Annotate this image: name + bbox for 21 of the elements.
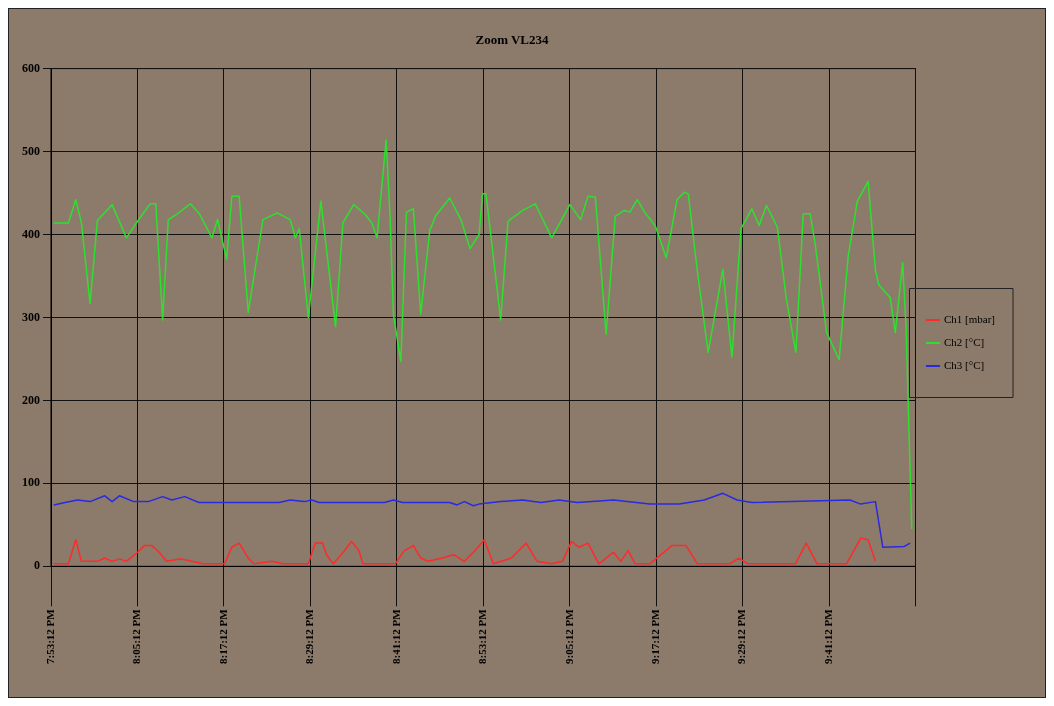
legend-label: Ch3 [°C] [943,358,985,371]
legend-label: Ch1 [mbar] [943,312,995,325]
y-tick-label: 0 [34,558,40,573]
x-tick-label: 8:41:12 PM [389,608,402,665]
y-tick-label: 300 [22,309,40,324]
chart-title: Zoom VL234 [475,32,550,48]
y-tick-label: 600 [22,60,40,75]
y-tick-label: 500 [22,143,40,158]
y-tick-label: 400 [22,226,40,241]
x-tick-label: 9:17:12 PM [648,608,661,665]
x-tick-label: 8:29:12 PM [303,608,316,665]
x-tick-label: 9:41:12 PM [821,608,834,665]
legend-label: Ch2 [°C] [943,335,985,348]
x-tick-label: 8:17:12 PM [216,608,229,665]
x-tick-label: 7:53:12 PM [43,608,56,665]
y-tick-label: 200 [22,392,40,407]
x-tick-label: 8:05:12 PM [130,608,143,665]
x-tick-label: 9:05:12 PM [562,608,575,665]
x-tick-label: 9:29:12 PM [735,608,748,665]
y-tick-label: 100 [22,475,40,490]
x-tick-label: 8:53:12 PM [476,608,489,665]
